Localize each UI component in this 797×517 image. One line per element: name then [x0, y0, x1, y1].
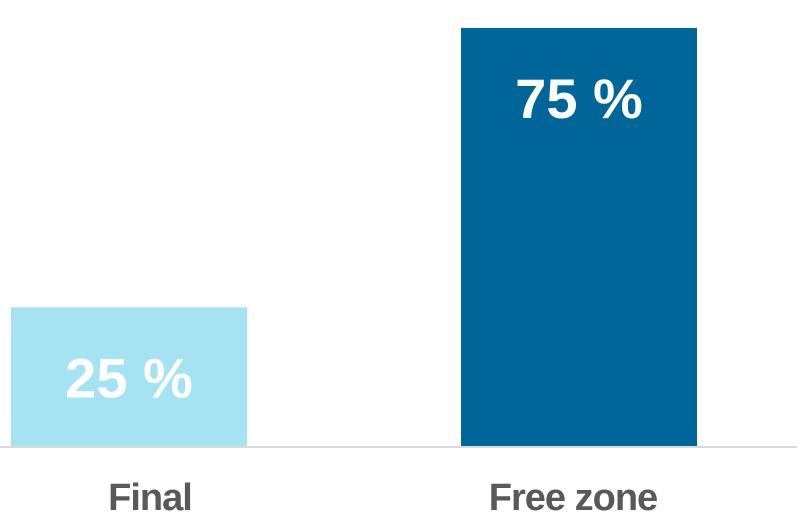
bar-final [11, 307, 247, 447]
bar-free-zone [461, 27, 697, 447]
bars-layer [11, 27, 697, 447]
labels-layer: 25 % Final 75 % Free zone [65, 67, 658, 517]
data-label-final: 25 % [65, 346, 193, 409]
x-tick-label-free-zone: Free zone [489, 477, 657, 517]
x-tick-label-final: Final [108, 477, 192, 517]
data-label-free-zone: 75 % [515, 67, 643, 130]
